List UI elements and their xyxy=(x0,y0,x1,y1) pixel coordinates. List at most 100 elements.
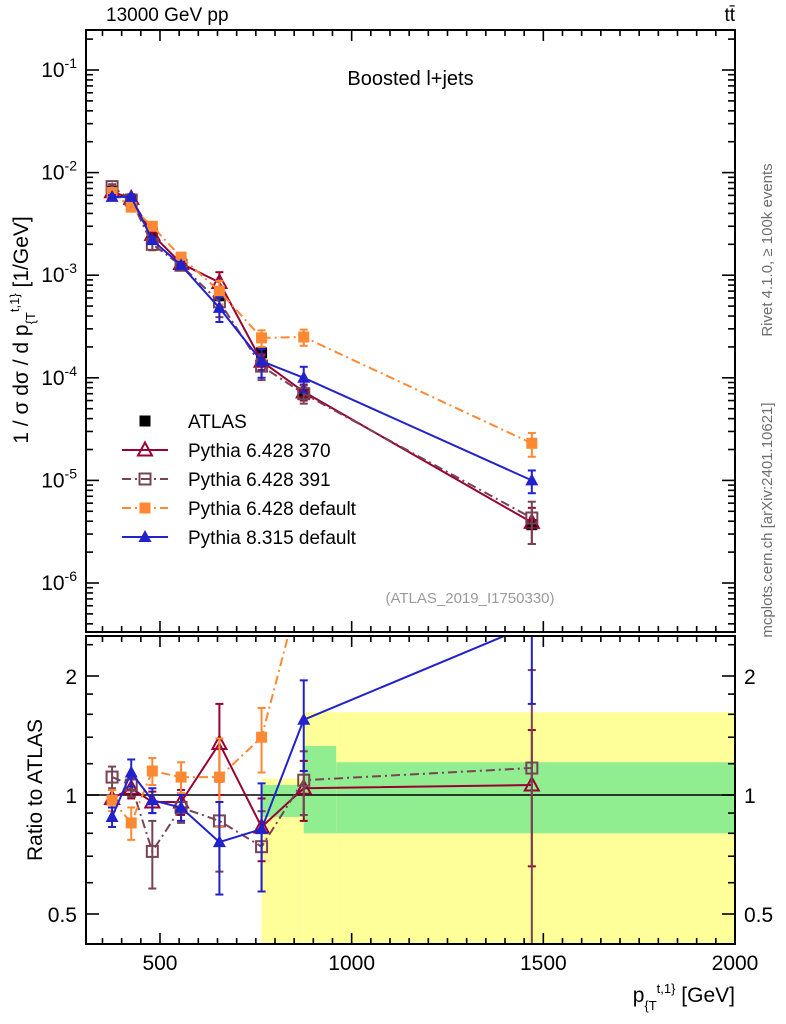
legend-label: ATLAS xyxy=(188,412,247,433)
series-line xyxy=(111,185,533,519)
legend-marker xyxy=(139,502,151,514)
y-tick-exponent: -5 xyxy=(65,465,78,481)
data-point xyxy=(213,285,225,297)
data-point xyxy=(212,300,226,313)
ratio-data-point xyxy=(124,765,138,778)
y-tick-label: 10-5 xyxy=(41,465,77,492)
y-axis-title: 1 / σ dσ / d p{Tt,1} [1/GeV] xyxy=(7,216,38,443)
ratio-data-point xyxy=(175,771,187,783)
data-point xyxy=(525,511,539,525)
ratio-data-point xyxy=(525,761,539,775)
dataset-watermark: (ATLAS_2019_I1750330) xyxy=(385,590,554,607)
ratio-data-point xyxy=(255,822,269,835)
uncertainty-bands xyxy=(261,712,735,944)
legend-label: Pythia 6.428 391 xyxy=(188,470,331,491)
legend-entry-2[interactable]: Pythia 6.428 391 xyxy=(122,470,331,491)
header-left-label: 13000 GeV pp xyxy=(106,5,229,26)
x-tick-label: 500 xyxy=(142,952,177,975)
ratio-y-tick-label-right: 2 xyxy=(744,666,756,689)
x-axis-title-suffix: [GeV] xyxy=(675,984,735,1007)
legend-label: Pythia 6.428 default xyxy=(188,499,357,520)
ratio-data-point xyxy=(256,731,268,743)
ratio-line xyxy=(111,636,290,825)
y-axis-title-sub: {T xyxy=(23,312,38,324)
x-axis-title-sup: t,1} xyxy=(657,981,676,996)
ratio-data-point xyxy=(105,770,119,784)
ratio-data-point xyxy=(174,800,188,813)
x-axis-title-sub: {T xyxy=(644,998,656,1013)
y-tick-exponent: -2 xyxy=(65,158,78,174)
ratio-y-tick-label: 1 xyxy=(65,785,77,808)
y-tick-mantissa: 10 xyxy=(41,162,64,185)
x-axis-title-prefix: p xyxy=(633,984,645,1007)
legend-marker xyxy=(139,415,151,427)
data-point xyxy=(525,473,539,486)
ratio-data-point xyxy=(106,794,118,806)
y-tick-label: 10-4 xyxy=(41,363,77,390)
x-tick-label: 2000 xyxy=(712,952,759,975)
y-tick-label: 10-3 xyxy=(41,260,77,287)
y-tick-exponent: -1 xyxy=(65,55,78,71)
legend-label: Pythia 8.315 default xyxy=(188,528,357,549)
ratio-plot-series xyxy=(86,571,735,944)
data-point xyxy=(256,332,268,344)
ratio-data-point xyxy=(298,571,309,582)
x-tick-label: 1500 xyxy=(520,952,567,975)
data-point xyxy=(145,233,159,246)
ratio-data-point xyxy=(525,617,538,629)
x-tick-label: 1000 xyxy=(328,952,375,975)
y-tick-mantissa: 10 xyxy=(41,572,64,595)
y-axis-title-suffix: [1/GeV] xyxy=(10,216,33,293)
ratio-y-axis-title: Ratio to ATLAS xyxy=(24,719,47,861)
legend-label: Pythia 6.428 370 xyxy=(188,441,331,462)
y-tick-exponent: -6 xyxy=(65,568,78,584)
data-point xyxy=(175,251,187,263)
data-point xyxy=(146,220,158,232)
ratio-data-point xyxy=(125,817,137,829)
ratio-panel-frame xyxy=(85,635,736,945)
main-plot-series xyxy=(103,180,541,545)
data-point xyxy=(297,370,311,383)
data-point xyxy=(105,189,119,202)
data-point xyxy=(298,331,310,343)
ratio-data-point xyxy=(146,765,158,777)
data-point xyxy=(174,258,188,271)
legend: ATLAS Pythia 6.428 370 Pythia 6.428 391 Pyt… xyxy=(122,412,357,549)
y-tick-exponent: -4 xyxy=(65,363,78,379)
legend-marker xyxy=(138,530,152,542)
series-line xyxy=(112,195,533,482)
legend-entry-4[interactable]: Pythia 8.315 default xyxy=(122,528,357,549)
data-point xyxy=(526,437,538,449)
legend-entry-3[interactable]: Pythia 6.428 default xyxy=(122,499,357,520)
ratio-data-point xyxy=(213,771,225,783)
ratio-y-tick-label-right: 0.5 xyxy=(744,904,773,927)
y-tick-label: 10-1 xyxy=(41,55,77,82)
y-tick-mantissa: 10 xyxy=(41,367,64,390)
y-tick-label: 10-6 xyxy=(41,568,77,595)
legend-entry-0[interactable]: ATLAS xyxy=(139,412,247,433)
y-tick-mantissa: 10 xyxy=(41,264,64,287)
main-panel-frame xyxy=(85,29,736,633)
ratio-data-point xyxy=(145,793,159,806)
y-tick-label: 10-2 xyxy=(41,158,77,185)
ratio-data-point xyxy=(297,773,311,787)
series-line xyxy=(111,191,533,445)
y-tick-mantissa: 10 xyxy=(41,469,64,492)
ratio-y-tick-label: 0.5 xyxy=(48,904,77,927)
ratio-data-point xyxy=(297,712,311,725)
series-3 xyxy=(106,186,538,458)
legend-marker xyxy=(136,440,154,457)
data-point xyxy=(124,189,138,202)
y-tick-exponent: -3 xyxy=(65,260,78,276)
ratio-y-tick-label: 2 xyxy=(65,666,77,689)
data-point xyxy=(255,354,269,367)
ratio-series-4 xyxy=(105,617,538,896)
ratio-y-tick-label-right: 1 xyxy=(744,785,756,808)
legend-entry-1[interactable]: Pythia 6.428 370 xyxy=(122,440,331,462)
series-4 xyxy=(105,189,539,495)
header-right-label: tt̄ xyxy=(724,5,735,26)
ratio-data-point xyxy=(145,844,159,858)
rivet-version-label: Rivet 4.1.0, ≥ 100k events xyxy=(759,163,776,336)
y-axis-title-prefix: 1 / σ dσ / d p xyxy=(10,324,33,443)
